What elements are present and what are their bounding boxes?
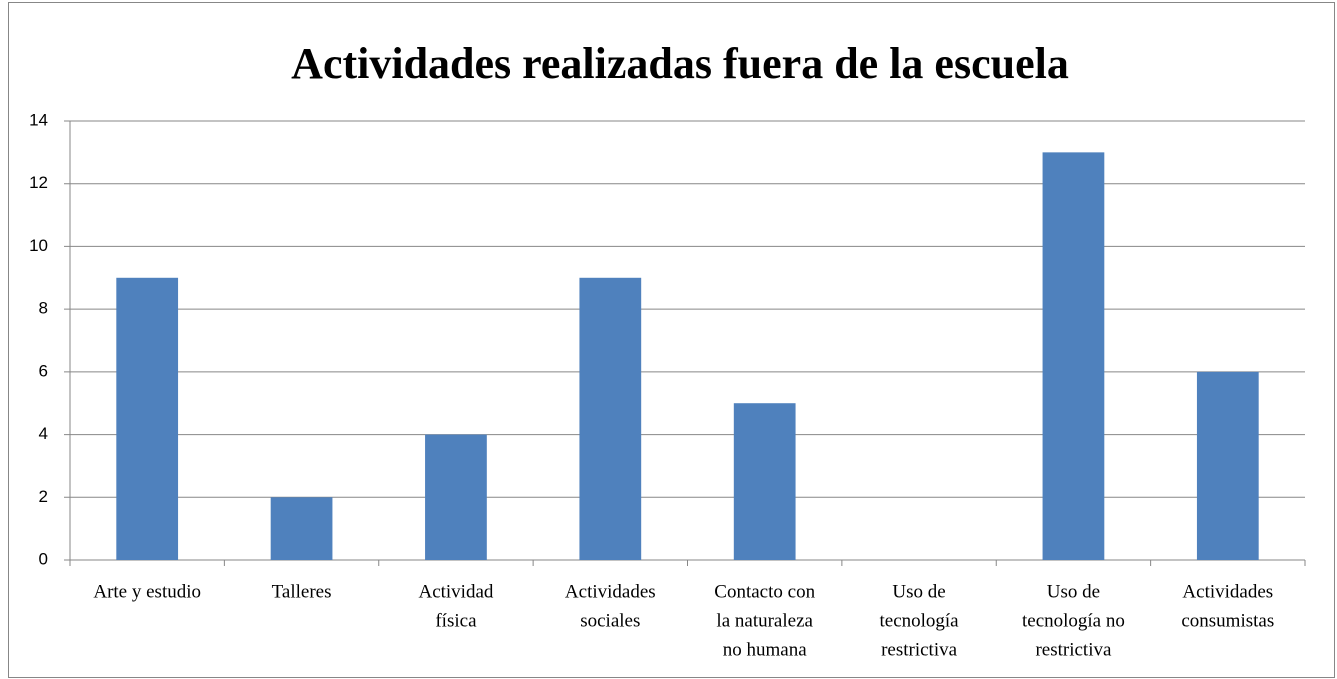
x-tick-label: Actividades	[565, 581, 656, 602]
x-tick-label: sociales	[580, 610, 640, 631]
x-tick-label: Uso de	[1047, 581, 1100, 602]
y-tick-label: 10	[29, 236, 48, 255]
x-tick-label: tecnología no	[1022, 610, 1125, 631]
x-tick-label: Contacto con	[714, 581, 815, 602]
y-tick-label: 6	[39, 361, 48, 380]
x-tick-label: Uso de	[892, 581, 945, 602]
x-tick-label: no humana	[723, 639, 807, 660]
y-tick-label: 2	[39, 487, 48, 506]
x-tick-label: restrictiva	[1035, 639, 1112, 660]
x-tick-label: restrictiva	[881, 639, 958, 660]
bar	[1196, 371, 1259, 560]
y-tick-label: 0	[39, 549, 48, 568]
x-tick-label: tecnología	[879, 610, 959, 631]
chart-frame	[8, 2, 1335, 678]
x-tick-label: la naturaleza	[716, 610, 813, 631]
y-tick-label: 8	[39, 299, 48, 318]
y-tick-label: 12	[29, 173, 48, 192]
bar	[1042, 152, 1105, 560]
bar	[270, 497, 333, 560]
chart-title: Actividades realizadas fuera de la escue…	[291, 39, 1069, 88]
bar	[425, 434, 487, 560]
y-tick-label: 4	[39, 424, 48, 443]
bar	[733, 403, 796, 560]
x-tick-label: Talleres	[272, 581, 332, 602]
x-tick-label: Actividad	[418, 581, 493, 602]
x-tick-label: consumistas	[1181, 610, 1274, 631]
x-tick-label: Actividades	[1182, 581, 1273, 602]
bar	[579, 277, 642, 560]
x-tick-label: física	[435, 610, 477, 631]
x-tick-label: Arte y estudio	[93, 581, 201, 602]
bar	[116, 277, 179, 560]
y-tick-label: 14	[29, 110, 48, 129]
